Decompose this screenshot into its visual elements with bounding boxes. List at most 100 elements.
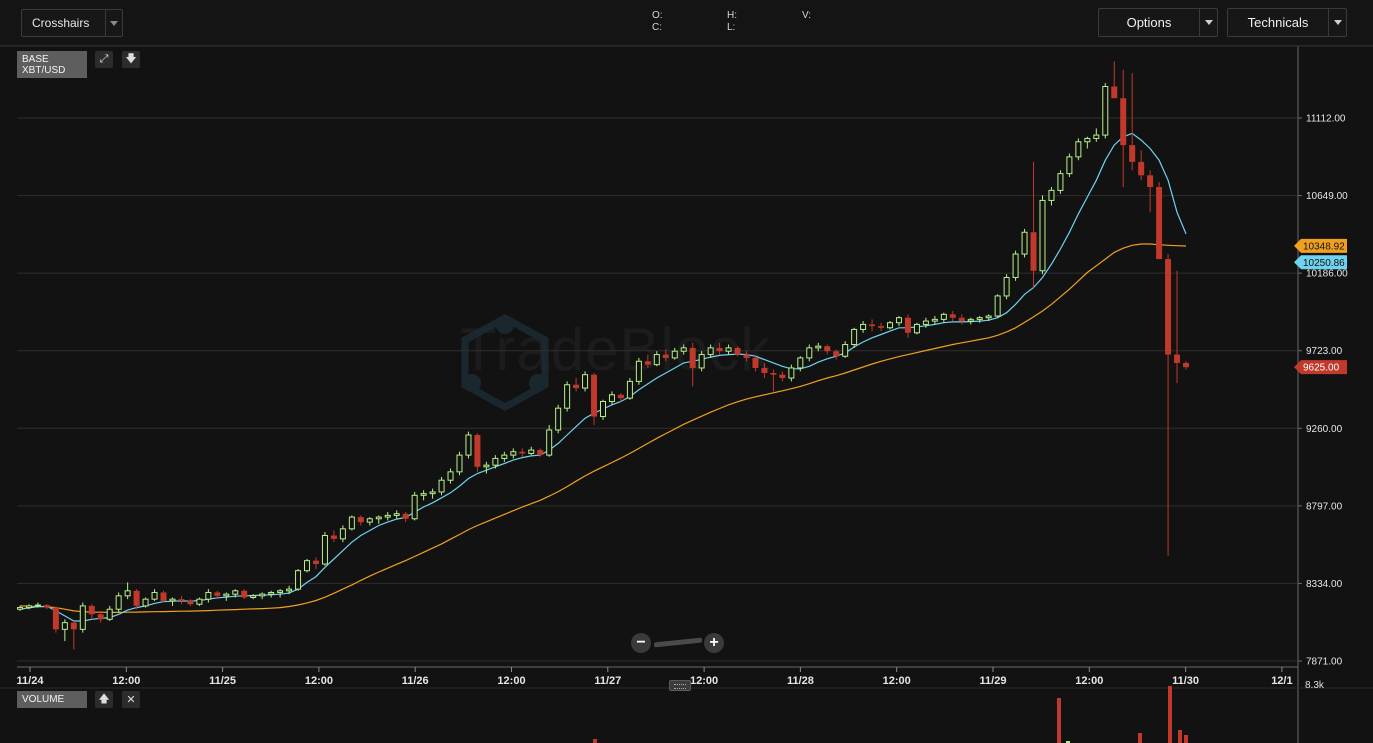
candle-body: [788, 367, 795, 379]
candle: [456, 451, 463, 476]
candle: [869, 319, 876, 332]
x-tick-label: 11/28: [787, 675, 814, 687]
arrow-down-icon[interactable]: 🡇: [122, 51, 140, 68]
candle-body: [940, 313, 947, 320]
candle-body: [635, 360, 642, 382]
candle-body: [97, 614, 104, 620]
candle-body: [1156, 187, 1163, 260]
candle-body: [17, 607, 23, 610]
candle: [842, 341, 849, 358]
candle-body: [124, 590, 131, 597]
candle: [680, 344, 687, 355]
x-tick-label: 11/27: [594, 675, 621, 687]
technicals-button[interactable]: Technicals: [1227, 8, 1347, 37]
candle-body: [931, 318, 938, 322]
candle: [878, 322, 885, 332]
expand-arrows-icon[interactable]: ⤢: [95, 51, 113, 68]
candle-body: [1183, 362, 1189, 368]
volume-tag[interactable]: VOLUME: [17, 691, 87, 708]
candle: [1174, 270, 1181, 384]
candle: [61, 619, 68, 642]
candle-body: [994, 295, 1001, 317]
price-tag-label: 10250.86: [1303, 258, 1345, 269]
candle: [913, 322, 920, 335]
candle: [384, 512, 391, 521]
candle: [698, 351, 705, 372]
candle: [429, 488, 436, 499]
candle: [725, 344, 732, 355]
candle: [734, 346, 741, 357]
candle: [115, 592, 122, 613]
candle: [357, 515, 364, 526]
price-tag-box: [1294, 255, 1347, 270]
symbol-label: XBT/USD: [22, 65, 66, 76]
time-axis[interactable]: 11/24 12:00 11/25 12:00 11/26 12:00 11/27 12:00…: [17, 667, 1293, 687]
candle-body: [456, 454, 463, 473]
candle-body: [321, 535, 328, 565]
candle: [205, 589, 212, 603]
candle-body: [582, 374, 589, 389]
arrow-up-icon[interactable]: 🡅: [95, 691, 113, 708]
candle-body: [160, 592, 167, 601]
candle-body: [833, 351, 840, 357]
candle: [268, 590, 275, 598]
candle-body: [1039, 199, 1046, 272]
close-icon[interactable]: ✕: [122, 691, 140, 708]
candle-body: [653, 354, 660, 366]
symbol-tag[interactable]: BASE XBT/USD: [17, 51, 87, 78]
candle: [88, 604, 95, 620]
candle-body: [169, 598, 176, 602]
candle: [1057, 170, 1064, 194]
candle: [196, 597, 203, 606]
candle: [626, 378, 633, 400]
candle: [689, 342, 696, 387]
cursor-mode-dropdown[interactable]: Crosshairs: [21, 9, 123, 37]
candle-body: [671, 350, 678, 359]
x-tick-label: 12:00: [112, 675, 140, 687]
candle: [1129, 73, 1136, 171]
candle: [366, 517, 373, 526]
candle: [752, 356, 759, 372]
candle-body: [115, 595, 122, 610]
candle: [312, 557, 319, 570]
candle-body: [330, 535, 337, 539]
candle: [510, 448, 517, 459]
candle-body: [860, 323, 867, 330]
candle-body: [286, 588, 293, 592]
candle-body: [716, 347, 723, 352]
close-label: C:: [652, 22, 662, 33]
candle: [241, 589, 248, 600]
candle: [151, 589, 158, 601]
volume-bar: [1057, 698, 1061, 743]
candle-body: [734, 347, 741, 355]
candle: [124, 582, 131, 600]
candle-body: [357, 517, 364, 523]
candle-body: [546, 429, 553, 456]
x-tick-label: 12:00: [305, 675, 333, 687]
price-tag-last-price: 9625.00: [1294, 360, 1347, 375]
candle-body: [34, 604, 41, 607]
x-tick-label: 11/24: [17, 675, 45, 687]
candle: [1138, 150, 1145, 181]
chevron-down-icon[interactable]: [1328, 9, 1346, 36]
candle-body: [483, 464, 490, 468]
chevron-down-icon[interactable]: [105, 10, 122, 36]
candle: [106, 605, 113, 621]
candle-body: [564, 384, 571, 409]
pane-splitter-handle[interactable]: [669, 680, 691, 691]
candle-body: [573, 384, 580, 389]
candle-body: [644, 361, 651, 365]
options-button[interactable]: Options: [1098, 8, 1218, 37]
candle-body: [770, 372, 777, 375]
volume-bar: [1168, 686, 1172, 743]
chevron-down-icon[interactable]: [1199, 9, 1217, 36]
candle: [250, 594, 257, 600]
volume-readout-label: V:: [802, 10, 812, 21]
plus-icon[interactable]: +: [704, 633, 724, 653]
price-axis[interactable]: 11112.00 10649.00 10186.00 9723.00 9260.00 87…: [1298, 114, 1348, 668]
candle-body: [25, 605, 32, 609]
minus-icon[interactable]: −: [631, 633, 651, 653]
candle: [824, 344, 831, 355]
fast-ma-line: [19, 132, 1187, 622]
